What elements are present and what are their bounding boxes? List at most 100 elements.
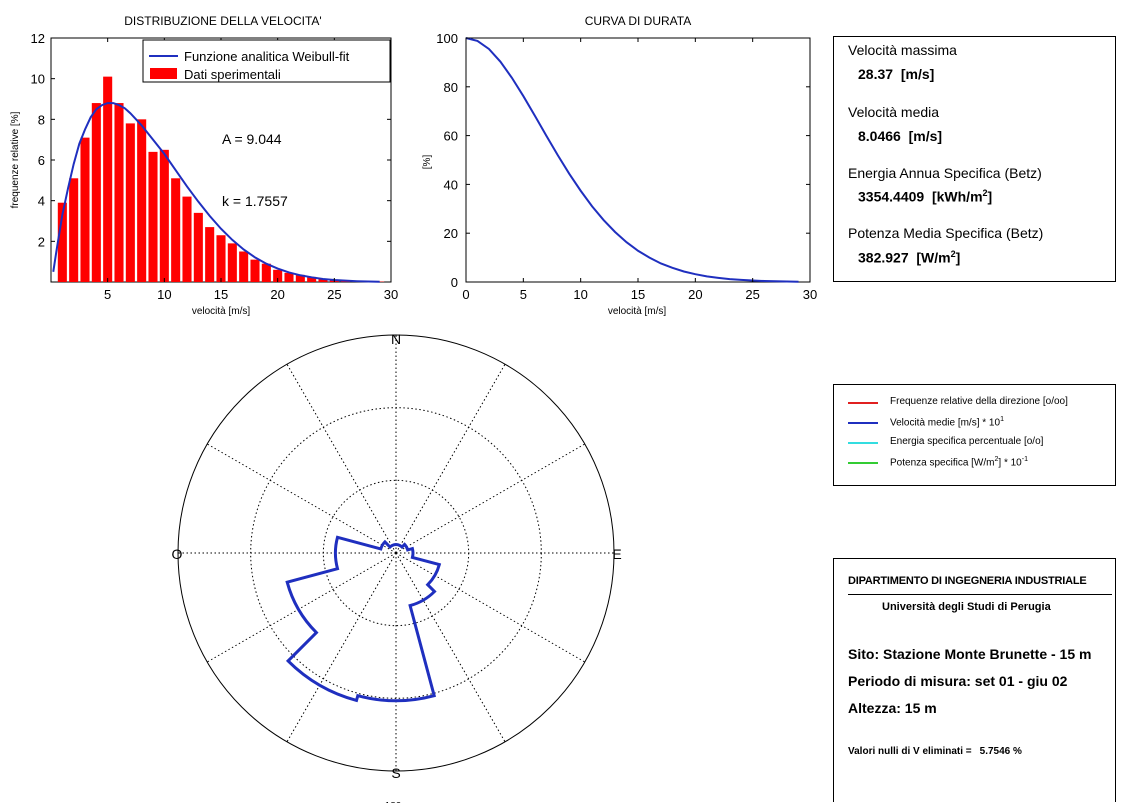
hist-title: DISTRIBUZIONE DELLA VELOCITA' bbox=[124, 14, 321, 28]
legend-power-swatch bbox=[848, 462, 878, 464]
legend-bars-label: Dati sperimentali bbox=[184, 67, 281, 82]
energy-unit-exp: 2 bbox=[982, 188, 988, 198]
hist-bar bbox=[239, 251, 249, 282]
null-values-line: Valori nulli di V eliminati = 5.7546 % bbox=[848, 746, 1022, 757]
energy-unit: [kWh/m bbox=[931, 188, 983, 205]
weibull-fit-line bbox=[52, 102, 380, 283]
null-values-label: Valori nulli di V eliminati = bbox=[848, 746, 972, 757]
hist-ytick-label: 12 bbox=[31, 31, 45, 46]
hist-bar bbox=[148, 151, 158, 282]
legend-bars-swatch bbox=[150, 68, 177, 79]
measure-period: Periodo di misura: set 01 - giu 02 bbox=[848, 673, 1068, 689]
power-unit-close: ] bbox=[955, 249, 961, 266]
dur-xlabel: velocità [m/s] bbox=[608, 306, 667, 317]
hist-bar bbox=[273, 269, 283, 282]
null-values-value: 5.7546 % bbox=[979, 746, 1022, 757]
hist-xtick-label: 30 bbox=[384, 287, 398, 302]
legend-fit-label: Funzione analitica Weibull-fit bbox=[184, 49, 350, 64]
legend-frequency-swatch bbox=[848, 402, 878, 404]
dur-title: CURVA DI DURATA bbox=[585, 14, 691, 28]
power-value: 382.927 bbox=[858, 249, 909, 266]
vmax-label: Velocità massima bbox=[848, 42, 957, 58]
energy-value-line: 3354.4409 [kWh/m2] bbox=[858, 188, 992, 205]
hist-bar bbox=[57, 202, 67, 282]
legend-power-text-a: Potenza specifica [W/m bbox=[890, 457, 995, 469]
dur-ytick-label: 80 bbox=[444, 80, 458, 95]
dur-ytick-label: 60 bbox=[444, 129, 458, 144]
hist-bar bbox=[137, 119, 147, 282]
hist-ytick-label: 2 bbox=[38, 234, 45, 249]
dur-ylabel: [%] bbox=[422, 155, 433, 170]
hist-bar bbox=[295, 274, 305, 282]
energy-unit-close: ] bbox=[987, 188, 993, 205]
hist-ylabel: frequenze relative [%] bbox=[10, 111, 21, 208]
vmax-unit: [m/s] bbox=[900, 66, 935, 82]
hist-bar bbox=[318, 278, 328, 282]
power-unit-exp: 2 bbox=[950, 249, 956, 259]
weibull-a-annotation: A = 9.044 bbox=[222, 131, 282, 147]
hist-xlabel: velocità [m/s] bbox=[192, 306, 251, 317]
hist-xtick-label: 25 bbox=[327, 287, 341, 302]
hist-bar bbox=[261, 263, 271, 282]
info-divider bbox=[848, 594, 1112, 595]
vmax-value: 28.37 bbox=[858, 66, 894, 82]
polar-grid bbox=[177, 334, 615, 772]
hist-ytick-label: 4 bbox=[38, 194, 45, 209]
hist-ytick-label: 8 bbox=[38, 112, 45, 127]
legend-energy-label: Energia specifica percentuale [o/o] bbox=[890, 436, 1044, 447]
hist-bar bbox=[103, 76, 113, 282]
hist-bar bbox=[205, 227, 215, 282]
dur-xtick-label: 20 bbox=[688, 287, 702, 302]
duration-curve-line bbox=[465, 37, 799, 283]
energy-value: 3354.4409 bbox=[858, 188, 925, 205]
rose-label-n: N bbox=[391, 331, 401, 347]
power-unit: [W/m bbox=[916, 249, 951, 266]
hist-ytick-label: 10 bbox=[31, 72, 45, 87]
rose-label-o: O bbox=[172, 546, 183, 562]
site-height: Altezza: 15 m bbox=[848, 700, 937, 716]
hist-bar bbox=[159, 149, 169, 282]
vmean-value-line: 8.0466 [m/s] bbox=[858, 128, 942, 144]
hist-bar bbox=[193, 212, 203, 282]
hist-ytick-label: 6 bbox=[38, 153, 45, 168]
legend-frequency-label: Frequenze relative della direzione [o/oo… bbox=[890, 396, 1068, 407]
dur-ytick-label: 20 bbox=[444, 226, 458, 241]
hist-bar bbox=[216, 235, 226, 282]
hist-bar bbox=[307, 276, 317, 282]
hist-bar bbox=[125, 123, 135, 283]
dur-xtick-label: 5 bbox=[520, 287, 527, 302]
hist-bar bbox=[69, 178, 79, 282]
legend-energy-swatch bbox=[848, 442, 878, 444]
legend-power-label: Potenza specifica [W/m2] * 10-1 bbox=[890, 456, 1028, 468]
legend-power-exp-b: -1 bbox=[1021, 456, 1028, 463]
rose-label-e: E bbox=[612, 546, 621, 562]
department-name: DIPARTIMENTO DI INGEGNERIA INDUSTRIALE bbox=[848, 575, 1087, 587]
hist-xtick-label: 20 bbox=[270, 287, 284, 302]
mean-velocity-rose bbox=[285, 535, 442, 703]
legend-power-text-b: ] * 10 bbox=[998, 457, 1022, 469]
legend-velocity-swatch bbox=[848, 422, 878, 424]
hist-bar bbox=[171, 178, 181, 282]
hist-bar bbox=[250, 259, 260, 282]
energy-label: Energia Annua Specifica (Betz) bbox=[848, 165, 1042, 181]
dur-ytick-label: 40 bbox=[444, 177, 458, 192]
hist-bar bbox=[284, 272, 294, 282]
hist-legend bbox=[142, 39, 391, 83]
rose-legend-panel: Frequenze relative della direzione [o/oo… bbox=[833, 384, 1116, 486]
university-name: Università degli Studi di Perugia bbox=[882, 601, 1051, 613]
stats-panel: Velocità massima 28.37 [m/s] Velocità me… bbox=[833, 36, 1116, 282]
velocity-distribution-chart: DISTRIBUZIONE DELLA VELOCITA' 5 10 15 20 25 3… bbox=[10, 14, 398, 317]
vmax-value-line: 28.37 [m/s] bbox=[858, 66, 934, 82]
site-name: Sito: Stazione Monte Brunette - 15 m bbox=[848, 646, 1092, 662]
power-label: Potenza Media Specifica (Betz) bbox=[848, 225, 1044, 241]
hist-bar bbox=[182, 196, 192, 282]
legend-velocity-label: Velocità medie [m/s] * 101 bbox=[890, 416, 1004, 428]
rose-label-s: S bbox=[391, 765, 400, 781]
duration-curve-chart: CURVA DI DURATA 0 5 10 15 20 25 30 0 20 40 60 80 100… bbox=[422, 14, 817, 317]
dur-xtick-label: 30 bbox=[803, 287, 817, 302]
wind-rose-chart: N E S O 180 bbox=[172, 331, 622, 803]
site-info-panel: DIPARTIMENTO DI INGEGNERIA INDUSTRIALE U… bbox=[833, 558, 1116, 802]
vmean-unit: [m/s] bbox=[908, 128, 943, 144]
dur-xtick-label: 15 bbox=[631, 287, 645, 302]
vmean-value: 8.0466 bbox=[858, 128, 901, 144]
